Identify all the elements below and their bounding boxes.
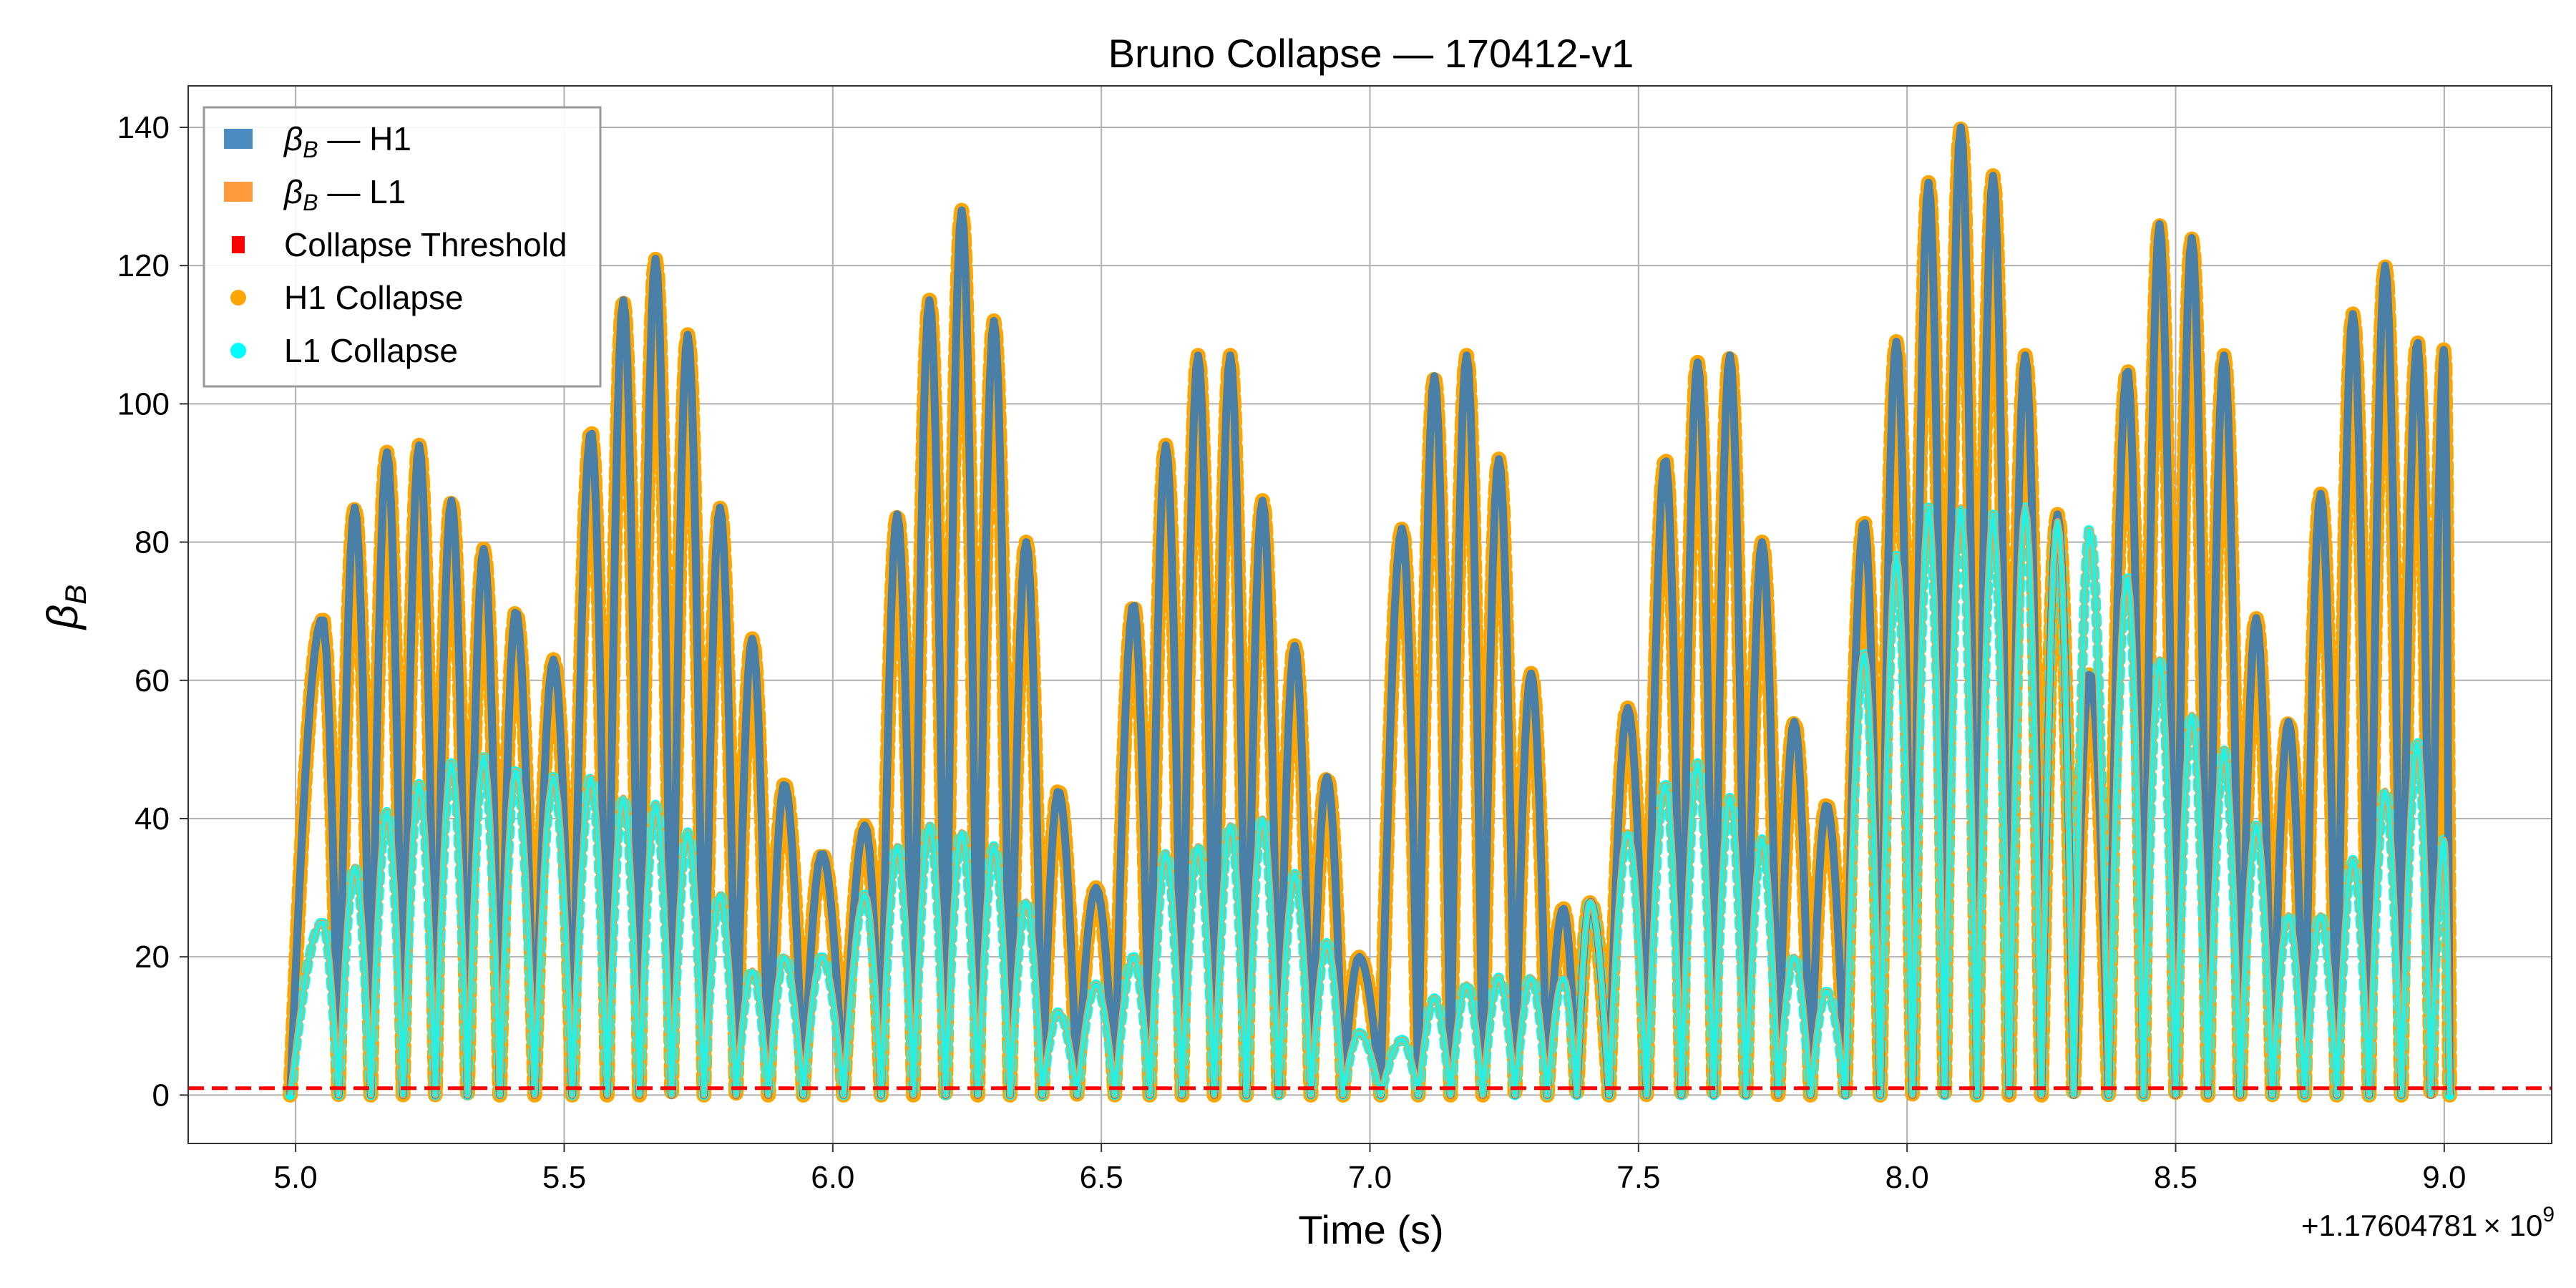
legend-label-symbol: β: [283, 120, 303, 157]
x-axis-offset: +1.17604781 × 109: [2301, 1203, 2555, 1242]
x-tick-label: 6.5: [1080, 1160, 1123, 1195]
y-tick-label: 60: [135, 663, 170, 698]
legend-label-suffix: — H1: [318, 120, 411, 157]
legend-swatch: [230, 343, 246, 358]
y-tick-label: 20: [135, 940, 170, 975]
x-tick-label: 8.0: [1885, 1160, 1929, 1195]
legend-label: βB — L1: [283, 173, 406, 215]
legend-label: H1 Collapse: [284, 279, 464, 316]
x-tick-label: 7.0: [1348, 1160, 1392, 1195]
series-layer: [283, 119, 2457, 1103]
y-tick-label: 0: [152, 1078, 170, 1113]
legend-swatch: [224, 182, 253, 202]
x-axis-offset-times: × 10: [2483, 1209, 2542, 1242]
y-axis-label-subscript: B: [59, 585, 92, 605]
legend-label: Collapse Threshold: [284, 226, 567, 263]
legend-swatch: [224, 129, 253, 149]
legend-label: L1 Collapse: [284, 332, 458, 369]
legend-label-subscript: B: [303, 137, 318, 162]
y-axis-label: βB: [39, 585, 92, 630]
y-tick-label: 100: [117, 386, 170, 421]
x-axis-offset-value: +1.17604781: [2301, 1209, 2477, 1242]
x-tick-label: 9.0: [2422, 1160, 2466, 1195]
plot-area: [187, 85, 2552, 1144]
x-tick-label: 8.5: [2154, 1160, 2197, 1195]
x-tick-label: 5.0: [274, 1160, 318, 1195]
y-tick-label: 40: [135, 801, 170, 836]
x-axis-offset-power: 9: [2542, 1203, 2555, 1226]
x-axis-label: Time (s): [1298, 1207, 1443, 1252]
l1-series-overlay: [288, 505, 2452, 1098]
x-tick-label: 6.0: [811, 1160, 854, 1195]
legend-label: βB — H1: [283, 120, 411, 162]
x-tick-label: 7.5: [1616, 1160, 1660, 1195]
legend-swatch: [230, 290, 246, 306]
y-tick-label: 80: [135, 525, 170, 560]
legend-box: [203, 106, 602, 388]
grid: [188, 86, 2552, 1143]
legend-label-suffix: — L1: [318, 173, 406, 210]
chart-title: Bruno Collapse — 170412-v1: [1108, 31, 1634, 76]
legend-label-symbol: β: [283, 173, 303, 210]
x-tick-label: 5.5: [542, 1160, 586, 1195]
y-axis-label-symbol: β: [39, 605, 87, 630]
y-tick-label: 140: [117, 110, 170, 145]
legend-label-subscript: B: [303, 190, 318, 215]
legend-swatch: [232, 236, 245, 253]
y-tick-label: 120: [117, 248, 170, 283]
y-axis-ticks: 0 20 40 60 80 100 120 140: [117, 110, 188, 1113]
x-axis-ticks: 5.0 5.5 6.0 6.5 7.0 7.5 8.0 8.5 9.0: [274, 1143, 2466, 1195]
